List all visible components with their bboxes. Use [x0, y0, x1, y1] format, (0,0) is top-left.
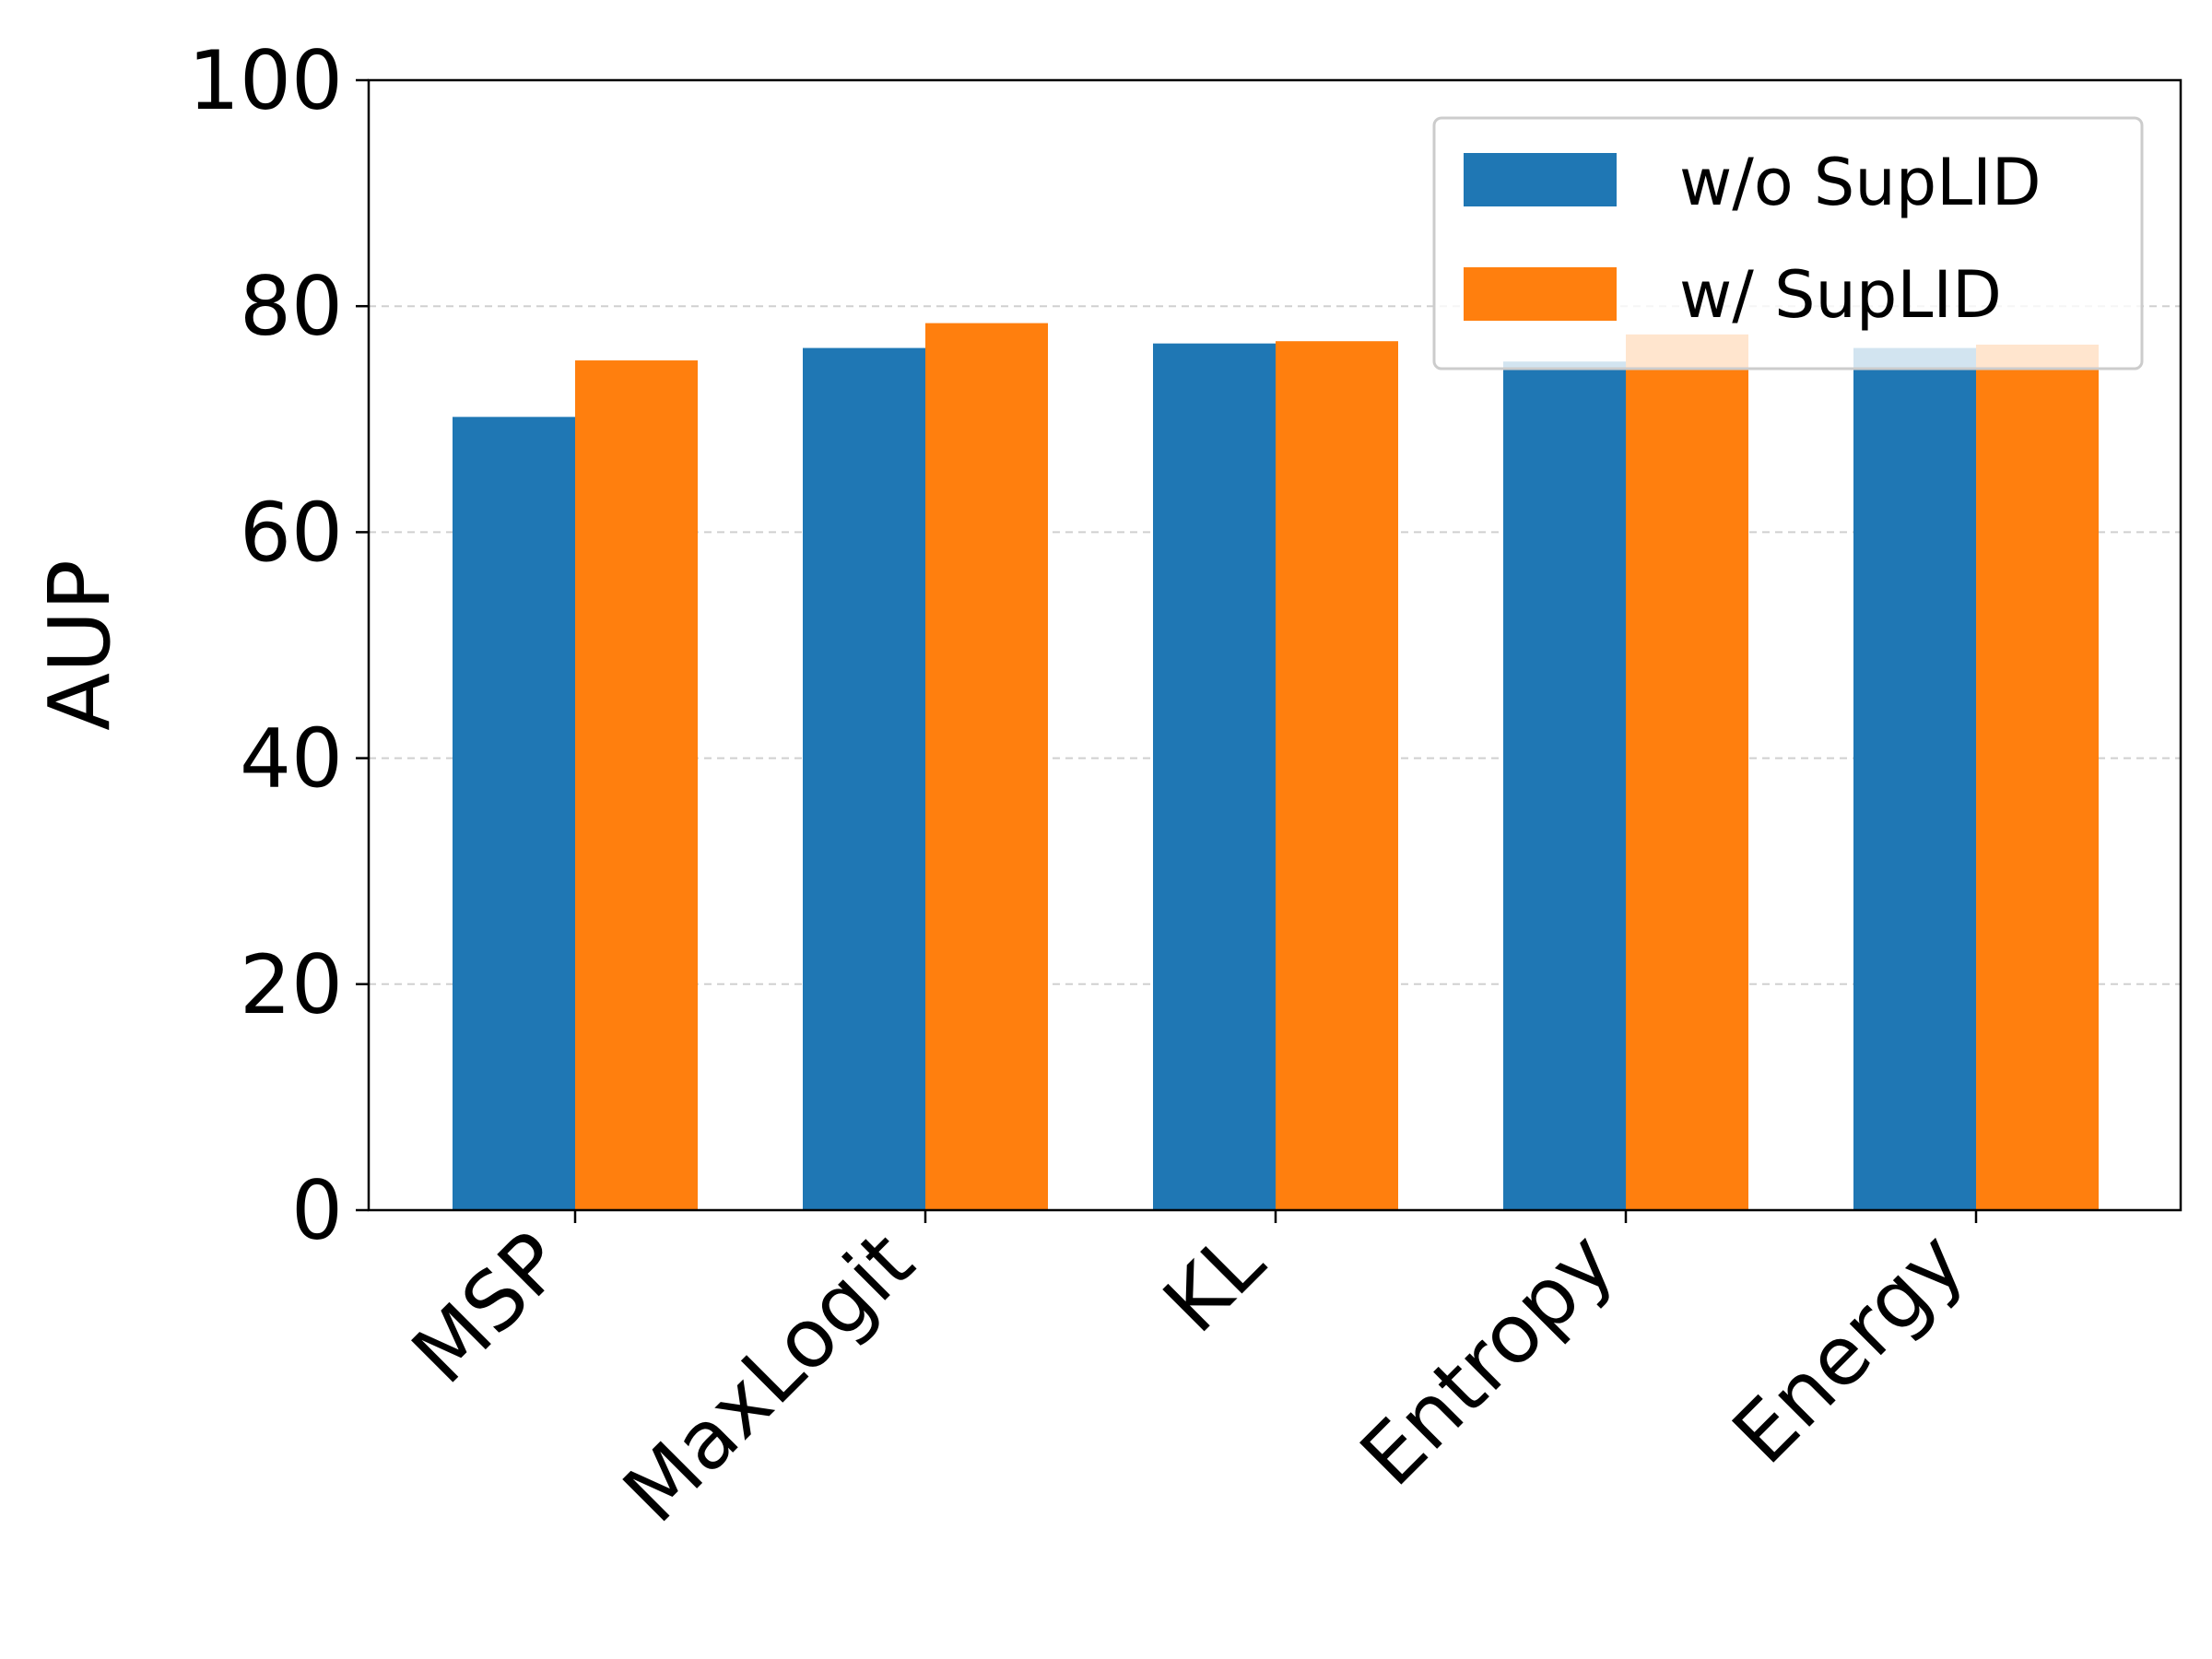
- y-tick-label: 100: [188, 33, 343, 128]
- y-tick-label: 40: [240, 712, 343, 806]
- x-axis: MSP MaxLogit KL Entropy Energy: [394, 1210, 1983, 1540]
- legend: w/o SupLID w/ SupLID: [1432, 116, 2144, 371]
- y-tick-label: 20: [240, 937, 343, 1032]
- bar-wo-suplid-energy: [1853, 347, 1976, 1210]
- bar-w-suplid-entropy: [1626, 334, 1748, 1211]
- legend-swatch-wo-suplid: [1464, 153, 1617, 206]
- bar-wo-suplid-maxlogit: [803, 347, 925, 1210]
- bar-wo-suplid-msp: [453, 417, 575, 1210]
- x-tick-label: Energy: [1714, 1214, 1983, 1482]
- bar-w-suplid-msp: [575, 360, 698, 1211]
- y-axis-title: AUP: [30, 559, 129, 731]
- x-tick-label: MSP: [394, 1214, 582, 1402]
- bars: [453, 323, 2099, 1211]
- y-tick-label: 80: [240, 259, 343, 354]
- legend-label-wo-suplid: w/o SupLID: [1679, 145, 2041, 220]
- y-tick-label: 0: [291, 1163, 343, 1258]
- y-axis: 0 20 40 60 80 100: [188, 33, 369, 1258]
- bar-wo-suplid-entropy: [1503, 361, 1626, 1210]
- x-tick-label: KL: [1146, 1214, 1282, 1350]
- y-tick-label: 60: [240, 485, 343, 580]
- legend-swatch-w-suplid: [1464, 267, 1617, 321]
- x-tick-label: Entropy: [1342, 1214, 1632, 1504]
- bar-w-suplid-kl: [1276, 341, 1398, 1210]
- bar-wo-suplid-kl: [1153, 343, 1276, 1211]
- x-tick-label: MaxLogit: [606, 1214, 932, 1540]
- bar-w-suplid-maxlogit: [925, 323, 1048, 1211]
- legend-label-w-suplid: w/ SupLID: [1679, 257, 2002, 333]
- bar-w-suplid-energy: [1976, 344, 2099, 1210]
